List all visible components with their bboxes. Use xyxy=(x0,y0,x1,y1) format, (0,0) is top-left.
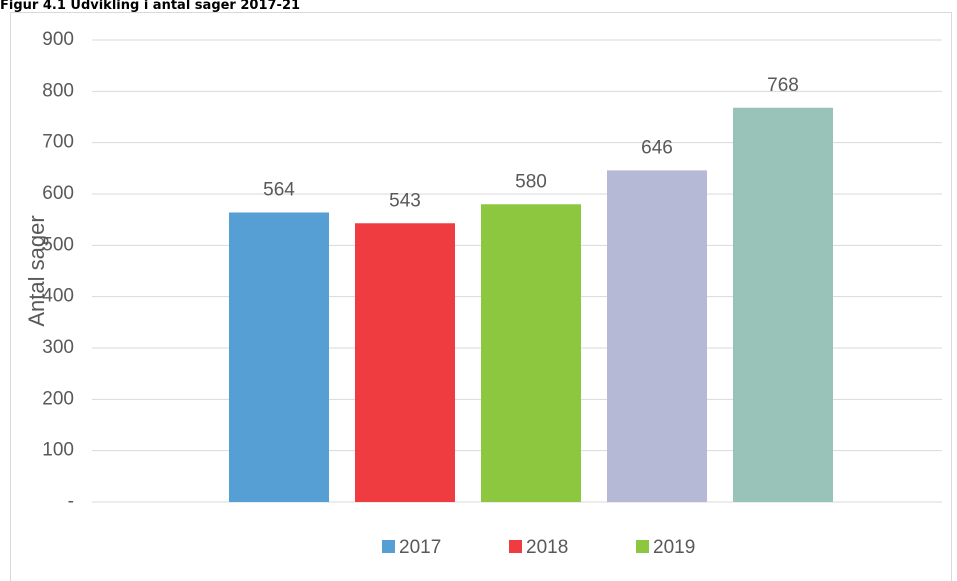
data-label: 646 xyxy=(641,137,673,158)
y-tick-label: 300 xyxy=(42,337,74,358)
data-label: 543 xyxy=(389,190,421,211)
y-tick-label: 500 xyxy=(42,234,74,255)
data-label: 564 xyxy=(263,179,295,200)
y-tick-label: 900 xyxy=(42,29,74,50)
legend-swatch xyxy=(509,540,522,553)
legend-swatch xyxy=(636,540,649,553)
legend-label: 2018 xyxy=(526,537,568,558)
bar xyxy=(733,107,833,502)
bar xyxy=(355,223,455,502)
legend-swatch xyxy=(382,540,395,553)
data-label: 768 xyxy=(767,75,799,96)
y-tick-label: 700 xyxy=(42,132,74,153)
chart-title: Figur 4.1 Udvikling i antal sager 2017-2… xyxy=(0,0,300,13)
y-tick-label: 600 xyxy=(42,183,74,204)
y-tick-label: 200 xyxy=(42,388,74,409)
y-tick-label: 400 xyxy=(42,286,74,307)
y-tick-label: 100 xyxy=(42,440,74,461)
bar xyxy=(481,204,581,502)
y-axis-label: Antal sager xyxy=(24,215,49,326)
y-tick-label: - xyxy=(68,491,74,512)
legend-label: 2017 xyxy=(399,537,441,558)
data-label: 580 xyxy=(515,171,547,192)
y-tick-label: 800 xyxy=(42,80,74,101)
bar xyxy=(607,170,707,503)
bar xyxy=(229,212,329,503)
legend-label: 2019 xyxy=(653,537,695,558)
